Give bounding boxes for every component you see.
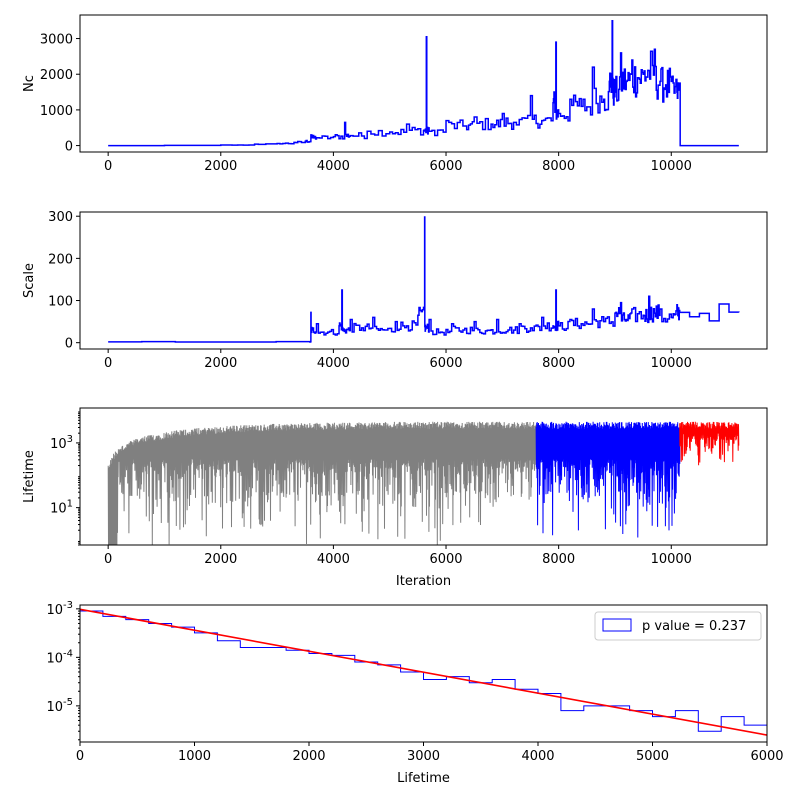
lifetime-segment [535,421,681,538]
axes-frame [79,407,768,546]
y-axis-label: Nc [22,75,37,92]
series-line [108,216,740,343]
x-tick-label: 0 [76,749,84,764]
y-tick-label: 101 [50,499,73,517]
y-tick-label: 200 [48,252,73,267]
x-tick-label: 8000 [542,356,575,371]
x-tick-label: 6000 [750,749,783,764]
x-tick-label: 10000 [651,356,692,371]
x-tick-label: 10000 [651,159,692,174]
axes-frame [79,211,768,350]
y-tick-label: 0 [65,140,73,155]
x-tick-label: 10000 [651,552,692,567]
x-tick-label: 5000 [636,749,669,764]
y-tick-label: 10-3 [46,600,73,618]
x-tick-label: 6000 [429,552,462,567]
y-tick-label: 103 [50,434,73,452]
x-tick-label: 1000 [178,749,211,764]
axes-frame [79,14,768,153]
y-tick-label: 10-5 [46,697,73,715]
series-line [108,19,739,147]
y-tick-label: 100 [48,295,73,310]
x-tick-label: 3000 [407,749,440,764]
lifetime-segment [107,421,537,545]
x-tick-label: 6000 [429,356,462,371]
legend-label: p value = 0.237 [642,619,746,634]
x-tick-label: 4000 [521,749,554,764]
x-tick-label: 2000 [204,356,237,371]
legend-swatch [602,618,632,632]
x-tick-label: 4000 [317,356,350,371]
x-axis-label: Lifetime [397,771,450,786]
y-tick-label: 1000 [40,104,73,119]
x-tick-label: 0 [104,159,112,174]
y-axis-label: Lifetime [22,450,37,503]
y-axis-label: Scale [22,263,37,298]
legend: p value = 0.237 [594,611,762,641]
x-tick-label: 2000 [292,749,325,764]
x-axis-label: Iteration [396,574,451,589]
y-tick-label: 10-4 [46,648,73,666]
x-tick-label: 2000 [204,552,237,567]
lifetime-segment [679,421,740,466]
y-tick-label: 0 [65,337,73,352]
x-tick-label: 8000 [542,552,575,567]
y-tick-label: 2000 [40,68,73,83]
x-tick-label: 4000 [317,552,350,567]
y-tick-label: 300 [48,210,73,225]
x-tick-label: 6000 [429,159,462,174]
x-tick-label: 0 [104,552,112,567]
fit-line [80,608,767,736]
x-tick-label: 4000 [317,159,350,174]
x-tick-label: 2000 [204,159,237,174]
y-tick-label: 3000 [40,33,73,48]
x-tick-label: 8000 [542,159,575,174]
axes-frame [79,604,768,743]
x-tick-label: 0 [104,356,112,371]
legend-box [594,611,762,641]
